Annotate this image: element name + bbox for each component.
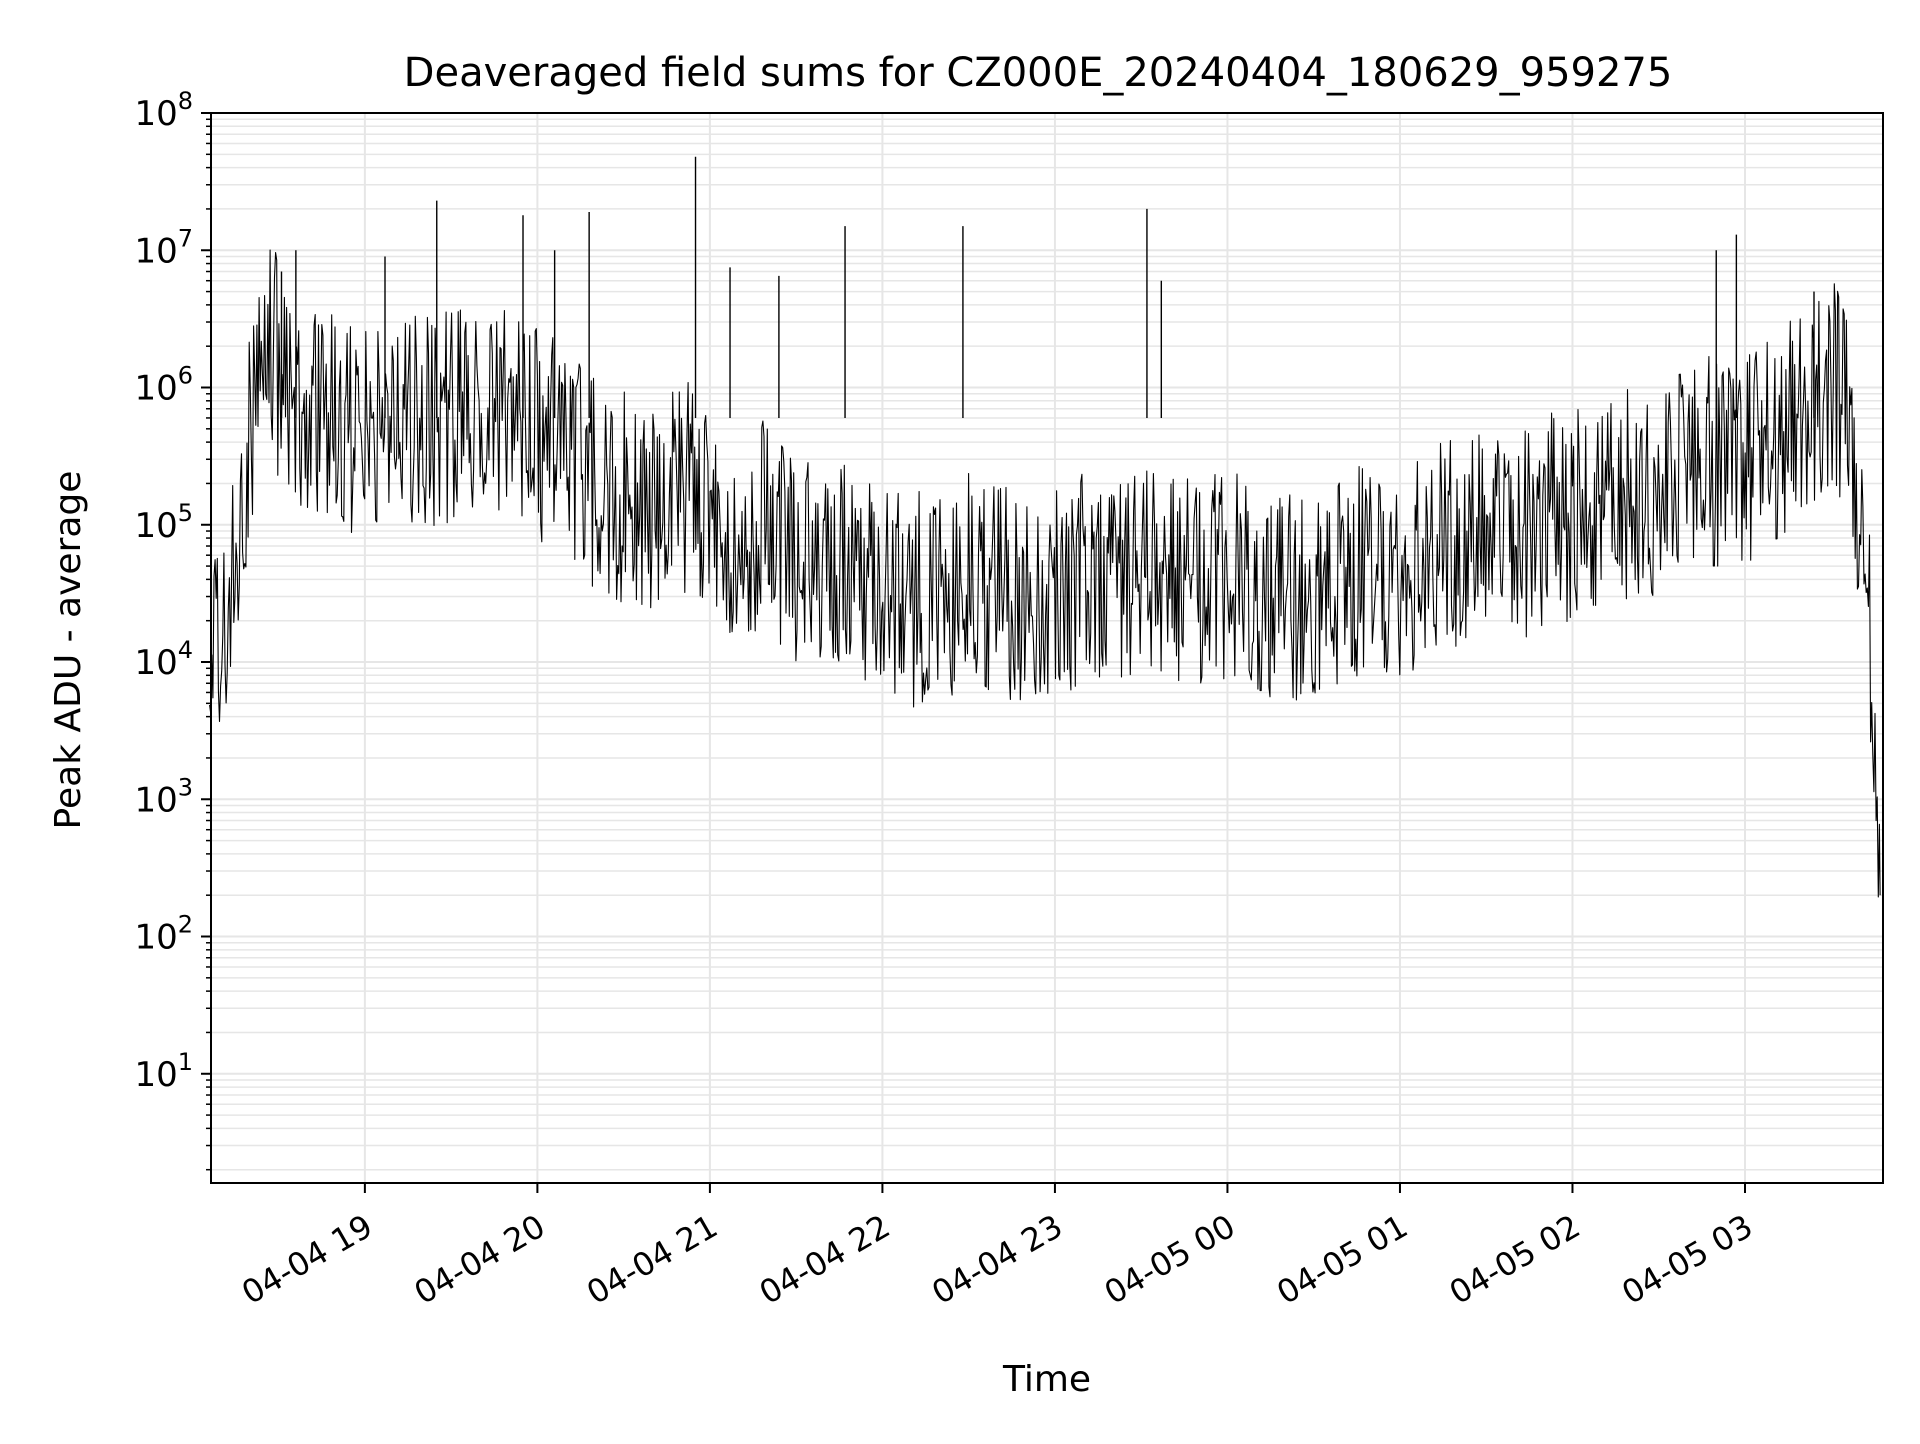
grid [211,112,1883,1183]
series-layer [209,156,1881,898]
y-tick-label: 108 [134,87,193,134]
x-axis-label: Time [1002,1359,1091,1400]
y-tick-label: 106 [134,362,193,409]
y-tick-label: 102 [134,911,193,958]
y-tick-label: 104 [134,636,193,683]
y-tick-label: 105 [134,499,193,546]
y-tick-label: 103 [134,773,193,820]
plot-frame [210,112,1884,1184]
y-tick-label: 101 [134,1048,193,1095]
y-axis-label: Peak ADU - average [48,471,89,830]
chart-title: Deaveraged field sums for CZ000E_2024040… [404,50,1673,96]
y-tick-label: 107 [134,224,193,271]
series-line [209,249,1881,898]
y-axis: 101 102 103 104 105 106 107 108 [134,87,211,1171]
